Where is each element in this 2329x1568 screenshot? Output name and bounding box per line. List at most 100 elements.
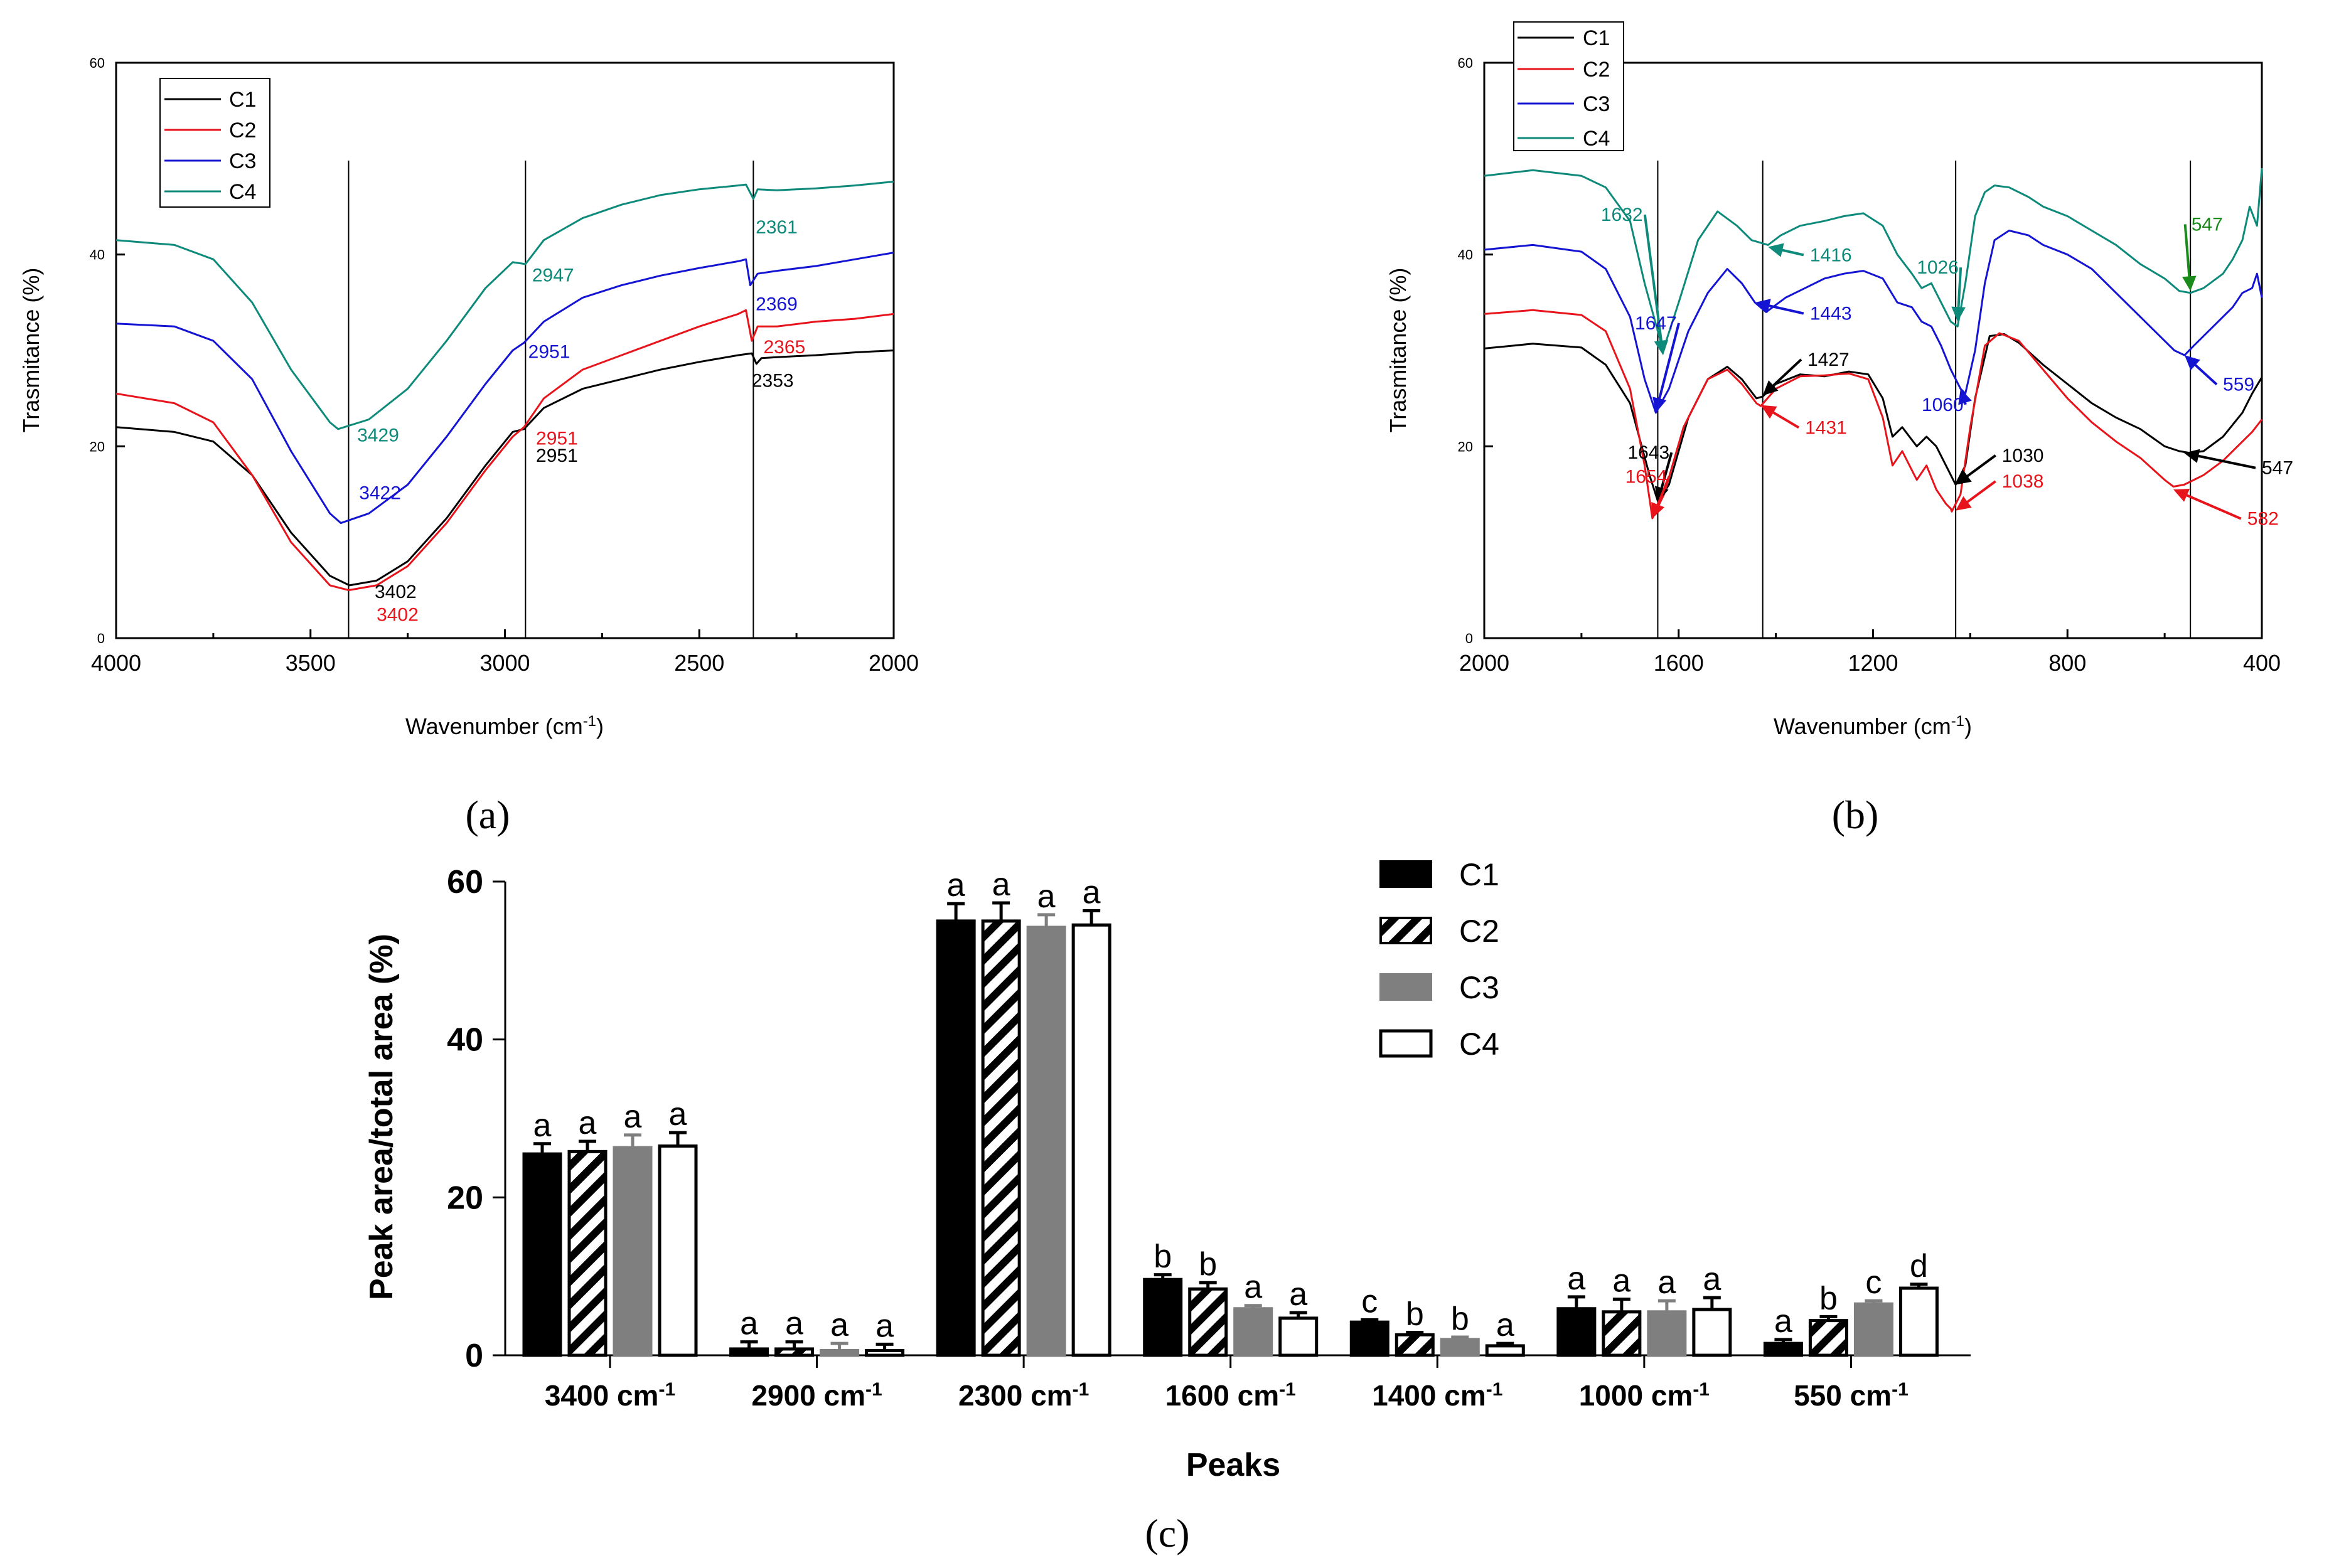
a-peak-label: 3422	[359, 483, 401, 503]
b-annotation-arrow	[1656, 323, 1680, 405]
a-xtick-label: 4000	[91, 650, 141, 676]
c-bar-c3	[1440, 1338, 1480, 1357]
legend-label-c3: C3	[1583, 92, 1610, 116]
legend-label-c4: C4	[229, 180, 256, 204]
c-bar-c4	[1485, 1344, 1525, 1357]
b-annotation-arrow	[1962, 480, 1996, 507]
b-peak-label: 1431	[1805, 417, 1847, 438]
b-annotation-arrow	[1643, 214, 1664, 347]
legend-label-c4: C4	[1459, 1027, 1499, 1062]
c-significance-letter: b	[1154, 1239, 1172, 1275]
b-xtick-label: 400	[2243, 650, 2281, 676]
b-xtick-label: 1200	[1848, 650, 1898, 676]
c-bar-c4	[1898, 1286, 1939, 1357]
a-series-c1	[115, 349, 894, 587]
b-peak-label: 1026	[1917, 257, 1959, 278]
panel-c-ylabel: Peak area/total area (%)	[363, 934, 400, 1300]
legend-label-c3: C3	[1459, 970, 1499, 1005]
c-significance-letter: a	[624, 1099, 642, 1135]
b-peak-label: 559	[2223, 375, 2254, 395]
c-significance-letter: a	[785, 1306, 803, 1342]
c-xtick-label: 1000 cm-1	[1579, 1379, 1710, 1412]
b-annotation-arrowhead	[2182, 275, 2197, 291]
c-significance-letter: b	[1406, 1296, 1424, 1333]
panel-a-ylabel: Trasmitance (%)	[18, 268, 44, 433]
b-ytick-label: 40	[1458, 247, 1473, 263]
c-significance-letter: a	[1289, 1276, 1307, 1313]
b-annotation-arrowhead	[2184, 449, 2200, 463]
c-significance-letter: a	[1083, 875, 1101, 911]
c-bar-c4	[1071, 923, 1111, 1357]
c-ytick-label: 40	[447, 1022, 483, 1059]
b-peak-label: 1416	[1810, 245, 1852, 265]
c-bar-c4	[658, 1144, 698, 1357]
c-bar-c1	[1143, 1277, 1183, 1357]
panel-c-xlabel: Peaks	[1186, 1447, 1280, 1483]
c-bar-c2	[1188, 1287, 1228, 1357]
legend-label-c2: C2	[1459, 914, 1499, 949]
a-ytick-label: 0	[97, 631, 105, 646]
b-xtick-label: 800	[2048, 650, 2086, 676]
c-significance-letter: a	[1657, 1264, 1676, 1301]
legend-swatch-c4	[1379, 1029, 1433, 1058]
b-series-c1	[1484, 333, 2263, 502]
c-significance-letter: a	[1774, 1303, 1792, 1340]
a-peak-label: 2951	[528, 342, 570, 363]
c-bar-c2	[1395, 1333, 1435, 1357]
c-ytick-label: 20	[447, 1180, 483, 1216]
c-bar-c4	[1278, 1316, 1319, 1357]
c-bar-c2	[1808, 1319, 1848, 1357]
panel-b-legend: C1 C2 C3 C4	[1513, 21, 1624, 151]
b-peak-label: 1427	[1807, 349, 1850, 370]
b-annotation-arrow	[2192, 453, 2256, 469]
c-significance-letter: c	[1361, 1283, 1378, 1320]
b-series-c4	[1484, 168, 2263, 351]
legend-label-c1: C1	[229, 88, 256, 112]
b-annotation-arrowhead	[1760, 405, 1777, 419]
b-peak-label: 1060	[1922, 395, 1964, 415]
c-significance-letter: b	[1199, 1246, 1217, 1283]
c-xtick-label: 1400 cm-1	[1372, 1379, 1502, 1412]
b-peak-label: 582	[2247, 509, 2279, 530]
c-significance-letter: a	[669, 1096, 687, 1133]
c-significance-letter: a	[1496, 1307, 1514, 1343]
c-bar-c1	[1763, 1341, 1803, 1357]
panel-a-ftir-4000-2000: 4000 3500 3000 2500 2000 0 20 40 60 3429 3422 340…	[18, 55, 919, 837]
b-ytick-label: 20	[1458, 439, 1473, 454]
b-peak-label: 1038	[2002, 471, 2044, 492]
c-bar-c3	[1233, 1307, 1273, 1357]
a-xtick-label: 3500	[286, 650, 336, 676]
legend-box	[1513, 21, 1624, 151]
b-xtick-label: 1600	[1654, 650, 1704, 676]
b-annotation-arrowhead	[1768, 243, 1784, 257]
b-peak-label: 1632	[1601, 205, 1643, 225]
c-significance-letter: b	[1819, 1280, 1838, 1316]
a-ytick-label: 40	[90, 247, 105, 263]
c-bar-c1	[936, 919, 976, 1357]
b-annotation-arrowhead	[1958, 388, 1972, 405]
b-annotation-arrow	[1962, 454, 1996, 481]
panel-a-xlabel: Wavenumber (cm-1)	[405, 713, 604, 740]
a-series-c2	[115, 309, 894, 592]
c-bar-c1	[1349, 1320, 1389, 1357]
c-bar-c2	[981, 919, 1021, 1357]
c-ytick-label: 0	[465, 1338, 483, 1374]
c-significance-letter: a	[579, 1105, 597, 1141]
panel-c-label: (c)	[1145, 1511, 1189, 1555]
b-annotation-arrowhead	[1652, 397, 1667, 413]
c-significance-letter: d	[1910, 1248, 1928, 1284]
legend-label-c1: C1	[1583, 26, 1610, 50]
b-ytick-label: 0	[1465, 631, 1473, 646]
legend-label-c2: C2	[229, 119, 256, 142]
c-significance-letter: a	[533, 1107, 552, 1144]
a-xtick-label: 3000	[479, 650, 530, 676]
c-significance-letter: a	[740, 1306, 758, 1342]
b-peak-label: 1443	[1810, 304, 1852, 324]
c-significance-letter: b	[1451, 1301, 1469, 1337]
b-annotation-arrowhead	[1651, 502, 1665, 518]
b-peak-label: 1643	[1627, 442, 1669, 463]
b-annotation-arrow	[2181, 491, 2242, 520]
c-significance-letter: a	[1567, 1261, 1585, 1297]
